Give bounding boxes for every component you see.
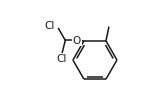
Text: Cl: Cl — [45, 20, 55, 30]
Text: O: O — [73, 36, 81, 46]
Text: Cl: Cl — [56, 54, 66, 64]
